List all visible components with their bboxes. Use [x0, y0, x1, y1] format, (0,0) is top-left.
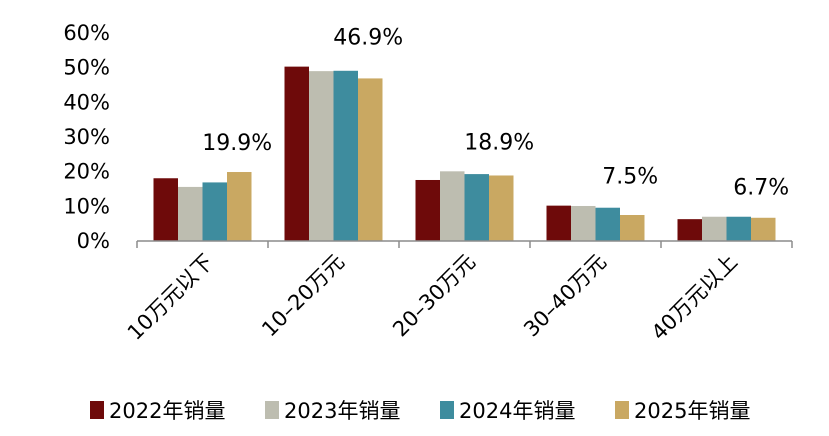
bar: [464, 174, 489, 241]
x-axis-ticks: [136, 241, 793, 248]
legend-label: 2022年销量: [109, 399, 225, 423]
data-labels: 19.9% 46.9% 18.9% 7.5% 6.7%: [202, 26, 789, 201]
data-label: 46.9%: [333, 26, 403, 51]
y-tick-label: 50%: [63, 56, 110, 80]
category-label: 20–30万元: [388, 250, 480, 342]
legend-swatch: [265, 401, 279, 419]
bar: [440, 171, 465, 241]
legend-label: 2023年销量: [284, 399, 400, 423]
bar: [726, 216, 751, 241]
category-label: 30–40万元: [519, 250, 611, 342]
data-label: 7.5%: [602, 165, 658, 190]
y-tick-label: 60%: [63, 21, 110, 45]
bar: [546, 205, 571, 241]
y-axis-ticks: 0% 10% 20% 30% 40% 50% 60%: [63, 21, 110, 253]
bar: [284, 66, 309, 241]
bar: [571, 205, 596, 241]
y-tick-label: 20%: [63, 160, 110, 184]
bar: [415, 179, 440, 241]
bar: [620, 215, 645, 241]
category-labels: 10万元以下 10–20万元 20–30万元 30–40万元 40万元以上: [123, 250, 742, 345]
y-tick-label: 40%: [63, 90, 110, 114]
legend-label: 2024年销量: [459, 399, 575, 423]
category-label: 40万元以上: [647, 250, 742, 345]
bar: [489, 175, 514, 241]
legend-swatch: [90, 401, 104, 419]
bar: [227, 172, 252, 241]
bar: [358, 78, 383, 241]
y-tick-label: 30%: [63, 125, 110, 149]
bar: [595, 207, 620, 241]
data-label: 18.9%: [464, 130, 534, 155]
bar: [702, 216, 727, 241]
bar: [333, 70, 358, 241]
bar: [677, 219, 702, 241]
bars: [153, 66, 776, 241]
y-tick-label: 10%: [63, 194, 110, 218]
legend-swatch: [440, 401, 454, 419]
legend-label: 2025年销量: [634, 399, 750, 423]
category-label: 10–20万元: [257, 250, 349, 342]
data-label: 19.9%: [202, 131, 272, 156]
data-label: 6.7%: [733, 176, 789, 201]
bar: [309, 71, 334, 241]
category-label: 10万元以下: [123, 250, 218, 345]
bar: [153, 178, 178, 241]
bar: [751, 217, 776, 241]
legend: 2022年销量 2023年销量 2024年销量 2025年销量: [90, 399, 750, 423]
legend-swatch: [615, 401, 629, 419]
bar: [178, 186, 203, 241]
bar: [202, 182, 227, 241]
y-tick-label: 0%: [77, 229, 110, 253]
